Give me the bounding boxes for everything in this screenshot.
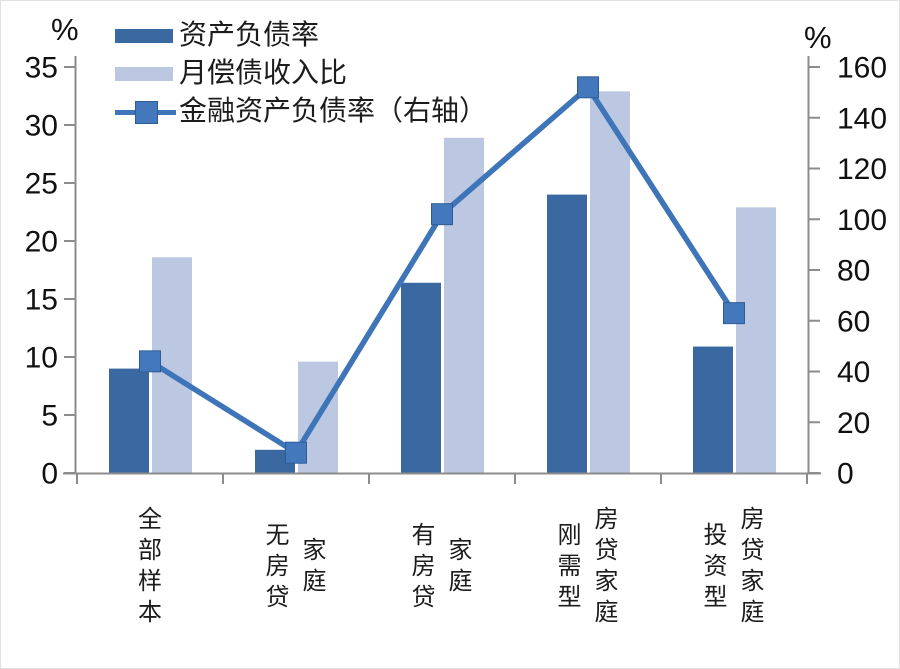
x-category-label: 有房贷家庭 bbox=[412, 503, 473, 631]
right-axis-tick-label: 140 bbox=[837, 102, 887, 135]
x-category-label: 无房贷家庭 bbox=[266, 503, 327, 631]
bar-debt-service-income-ratio bbox=[444, 137, 484, 473]
x-category-label-char: 房 bbox=[594, 507, 619, 533]
left-axis-tick-label: 10 bbox=[25, 342, 58, 375]
x-category-label-column: 家庭 bbox=[303, 536, 327, 598]
right-axis-tick-label: 60 bbox=[837, 305, 870, 338]
x-category-label-char: 庭 bbox=[302, 569, 327, 595]
left-axis-tick-label: 30 bbox=[25, 110, 58, 143]
x-category-label-char: 庭 bbox=[594, 600, 619, 626]
x-category-label-char: 投 bbox=[703, 522, 728, 549]
legend-item-financial-asset-liability-ratio: 金融资产负债率（右轴） bbox=[115, 93, 487, 131]
x-category-label: 刚需型房贷家庭 bbox=[558, 503, 619, 631]
x-category-label-char: 资 bbox=[703, 553, 728, 580]
x-category-label-char: 贷 bbox=[594, 538, 619, 564]
x-category-label-char: 有 bbox=[411, 522, 436, 549]
x-category-label-char: 家 bbox=[594, 569, 619, 595]
x-category-label-char: 刚 bbox=[557, 522, 582, 549]
x-category-label-char: 样 bbox=[138, 569, 162, 595]
x-category-label-char: 房 bbox=[265, 553, 290, 580]
bar-asset-liability-ratio bbox=[109, 368, 149, 473]
legend-square-marker bbox=[135, 101, 158, 124]
left-axis-tick-label: 20 bbox=[25, 226, 58, 259]
x-category-label-char: 型 bbox=[703, 584, 728, 611]
x-category-label-char: 全 bbox=[138, 507, 162, 533]
legend-label-financial-asset-liability-ratio: 金融资产负债率（右轴） bbox=[179, 96, 488, 127]
x-category-label-char: 贷 bbox=[411, 584, 436, 611]
bar-debt-service-income-ratio bbox=[590, 91, 630, 474]
line-square-marker bbox=[285, 441, 307, 464]
right-axis-tick-label: 80 bbox=[837, 255, 870, 288]
x-category-label-char: 部 bbox=[138, 538, 162, 564]
right-axis-unit-label: % bbox=[804, 20, 832, 55]
x-category-label-column: 房贷家庭 bbox=[595, 505, 619, 629]
x-category-label-char: 家 bbox=[448, 538, 473, 564]
right-axis-tick-label: 160 bbox=[837, 52, 887, 85]
legend-label-asset-liability-ratio: 资产负债率 bbox=[179, 20, 320, 51]
x-category-label-char: 房 bbox=[740, 507, 765, 533]
bar-asset-liability-ratio bbox=[547, 194, 587, 473]
x-category-label-char: 需 bbox=[557, 553, 582, 580]
x-category-label-char: 贷 bbox=[740, 538, 765, 564]
line-square-marker bbox=[577, 76, 599, 99]
x-category-label: 全部样本 bbox=[138, 503, 162, 631]
left-axis-unit-label: % bbox=[51, 12, 79, 47]
legend-item-debt-service-income-ratio: 月偿债收入比 bbox=[115, 55, 487, 93]
line-square-marker bbox=[139, 350, 161, 373]
x-category-label: 投资型房贷家庭 bbox=[704, 503, 765, 631]
x-category-label-column: 无房贷 bbox=[266, 521, 290, 614]
line-financial-asset-liability-ratio bbox=[147, 84, 737, 456]
right-axis-tick-label: 100 bbox=[837, 204, 887, 237]
x-category-label-column: 投资型 bbox=[704, 521, 728, 614]
right-axis-tick-label: 0 bbox=[837, 458, 854, 491]
legend-bar-swatch-light bbox=[115, 67, 173, 81]
x-category-label-char: 无 bbox=[265, 522, 290, 549]
legend-item-asset-liability-ratio: 资产负债率 bbox=[115, 17, 487, 55]
x-category-label-char: 家 bbox=[740, 569, 765, 595]
left-axis-tick-label: 0 bbox=[41, 458, 58, 491]
legend-label-debt-service-income-ratio: 月偿债收入比 bbox=[179, 58, 348, 89]
left-axis-tick-label: 35 bbox=[25, 52, 58, 85]
right-axis-tick-label: 20 bbox=[837, 407, 870, 440]
x-category-label-char: 房 bbox=[411, 553, 436, 580]
left-axis-tick-label: 25 bbox=[25, 168, 58, 201]
x-category-label-char: 贷 bbox=[265, 584, 290, 611]
x-category-label-column: 刚需型 bbox=[558, 521, 582, 614]
x-category-label-column: 房贷家庭 bbox=[741, 505, 765, 629]
right-axis-tick-label: 40 bbox=[837, 356, 870, 389]
x-category-label-column: 有房贷 bbox=[412, 521, 436, 614]
legend: 资产负债率 月偿债收入比 金融资产负债率（右轴） bbox=[115, 17, 487, 131]
legend-line-marker-swatch bbox=[115, 100, 176, 124]
left-axis-tick-label: 15 bbox=[25, 284, 58, 317]
x-category-label-column: 家庭 bbox=[449, 536, 473, 598]
left-axis-tick-label: 5 bbox=[41, 400, 58, 433]
x-category-label-char: 家 bbox=[302, 538, 327, 564]
bar-debt-service-income-ratio bbox=[736, 207, 776, 474]
x-category-label-char: 庭 bbox=[740, 600, 765, 626]
line-square-marker bbox=[431, 203, 453, 226]
line-square-marker bbox=[723, 302, 745, 325]
x-category-label-char: 本 bbox=[138, 600, 162, 626]
x-category-label-column: 全部样本 bbox=[138, 505, 162, 629]
legend-bar-swatch-dark bbox=[115, 29, 173, 43]
x-category-label-char: 庭 bbox=[448, 569, 473, 595]
bar-asset-liability-ratio bbox=[693, 346, 733, 473]
right-axis-tick-label: 120 bbox=[837, 153, 887, 186]
bar-asset-liability-ratio bbox=[401, 282, 441, 473]
x-category-label-char: 型 bbox=[557, 584, 582, 611]
